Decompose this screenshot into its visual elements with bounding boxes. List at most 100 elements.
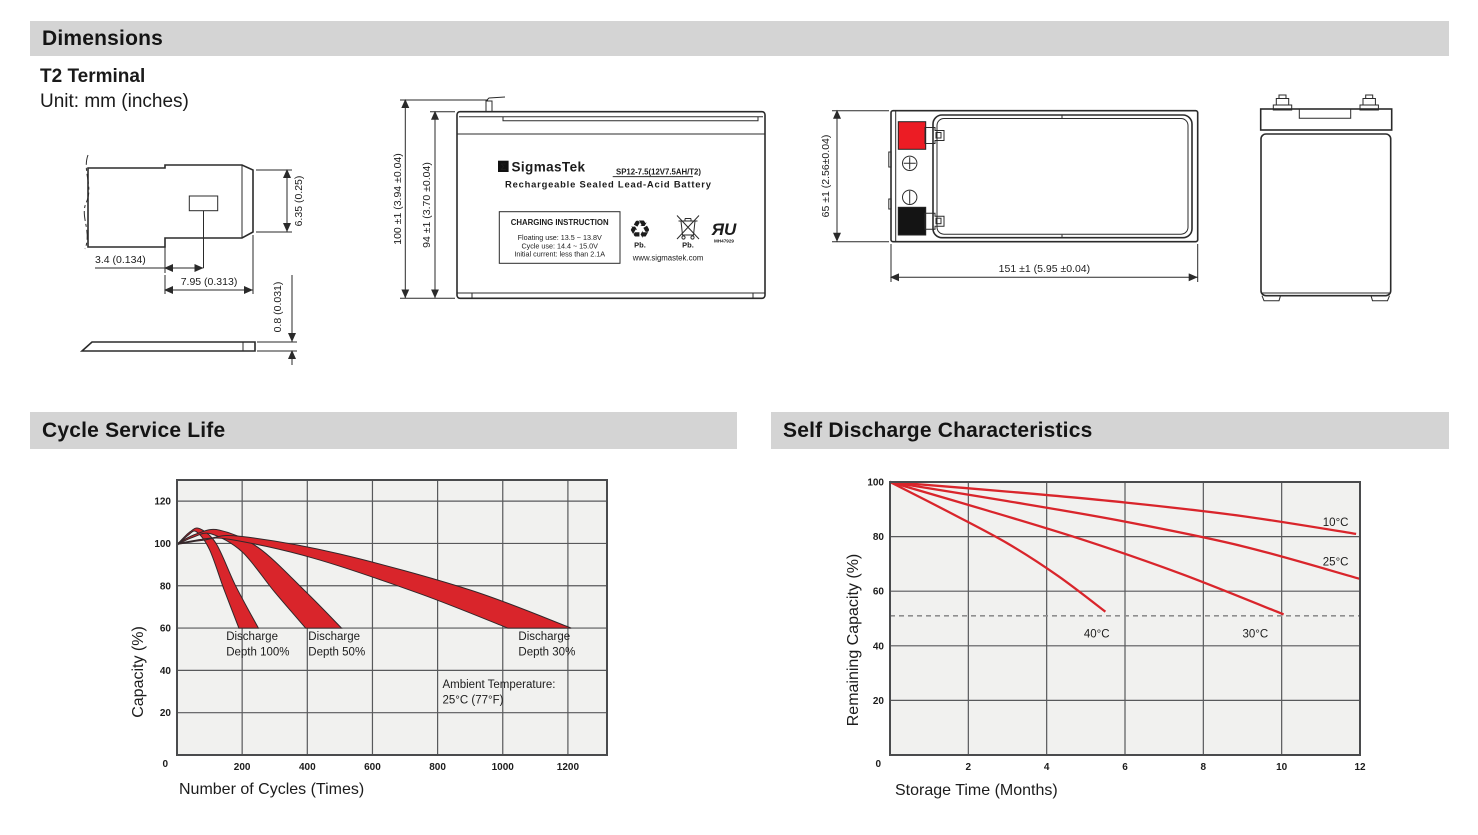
dim-label: 6.35 (0.25) — [293, 176, 305, 227]
tick-label: 40 — [873, 641, 885, 652]
series-band — [176, 534, 572, 629]
series-label: 30°C — [1243, 629, 1269, 641]
cycle-title: Cycle Service Life — [42, 418, 226, 442]
ul-code: MH47929 — [714, 239, 734, 244]
break-line — [83, 154, 90, 250]
tick-label: 20 — [160, 708, 172, 719]
y-axis-label: Remaining Capacity (%) — [845, 554, 862, 727]
terminal-detail-drawing: 3.4 (0.134) 7.95 (0.313) 6.35 (0.25) 0.8… — [79, 154, 305, 365]
series-line — [889, 480, 1107, 613]
end-feet — [1261, 295, 1390, 302]
tick-label: 600 — [364, 762, 381, 773]
battery-outline — [890, 109, 1199, 243]
tick-label: 8 — [1201, 762, 1207, 773]
positive-tab-hole — [935, 132, 942, 139]
case-top-slot — [502, 116, 759, 122]
edge-notch — [888, 151, 892, 168]
plot-border — [176, 479, 608, 756]
chart-annotation: Discharge Depth 50% — [308, 631, 365, 659]
positive-terminal — [897, 121, 927, 150]
screw-slot-icon — [902, 189, 918, 206]
origin-tick-label: 0 — [875, 759, 881, 770]
origin-tick-label: 0 — [162, 759, 168, 770]
tick-label: 400 — [299, 762, 316, 773]
cycle-service-life-chart: 20 40 60 80 100 120 200 400 600 800 1000 1200 0 Disch… — [130, 479, 608, 798]
dim-label: 100 ±1 (3.94 ±0.04) — [392, 153, 404, 245]
terminal-silhouette — [1272, 94, 1293, 111]
pb-recycle-label: Pb. — [634, 241, 646, 250]
x-axis-label: Storage Time (Months) — [895, 782, 1058, 799]
positive-tab — [924, 127, 945, 144]
unit-note: Unit: mm (inches) — [40, 91, 189, 112]
series-label: 40°C — [1084, 629, 1110, 641]
chart-annotation: Ambient Temperature: 25°C (77°F) — [442, 679, 555, 707]
terminal-tab-tip — [485, 96, 506, 102]
charging-line: Floating use: 13.5 ~ 13.8V — [518, 233, 602, 242]
dimensions-section-header: Dimensions — [30, 21, 1449, 56]
dim-label: 7.95 (0.313) — [181, 276, 238, 288]
self-discharge-title: Self Discharge Characteristics — [783, 418, 1093, 442]
battery-body — [932, 114, 1193, 239]
tick-label: 60 — [873, 587, 885, 598]
case-feet-ticks — [471, 293, 754, 299]
battery-top-view: 65 ±1 (2.56±0.04) 151 ±1 (5.95 ±0.04) — [820, 109, 1199, 282]
tick-label: 1000 — [492, 762, 515, 773]
cycle-section-header: Cycle Service Life — [30, 412, 737, 449]
dim-label: 151 ±1 (5.95 ±0.04) — [999, 263, 1091, 275]
terminal-body-outline — [87, 164, 254, 248]
charging-line: Cycle use: 14.4 ~ 15.0V — [521, 241, 598, 250]
tick-label: 120 — [154, 497, 171, 508]
brand-logo-icon — [498, 160, 509, 172]
chart-annotation: Discharge Depth 30% — [518, 631, 575, 659]
charging-instruction-box — [498, 211, 621, 264]
series-line — [889, 480, 1357, 536]
x-axis-label: Number of Cycles (Times) — [179, 781, 364, 798]
brand-name: SigmasTek — [512, 160, 586, 175]
dim-label: 3.4 (0.134) — [95, 254, 146, 266]
terminal-slot — [188, 195, 219, 212]
pb-trash-label: Pb. — [682, 241, 694, 250]
tick-label: 60 — [160, 624, 172, 635]
plot-border — [889, 481, 1361, 756]
edge-notch — [888, 198, 892, 210]
self-discharge-chart: 10°C 25°C 30°C 40°C 20 40 60 80 100 2 4 6 8 10 12 0 Stor… — [845, 478, 1366, 800]
end-cap — [1259, 108, 1393, 131]
tick-label: 100 — [154, 539, 171, 550]
screw-cross-icon — [902, 155, 918, 172]
battery-front-view: 100 ±1 (3.94 ±0.04) 94 ±1 (3.70 ±0.04) Σ… — [392, 96, 766, 300]
negative-tab-hole — [935, 217, 942, 225]
chart-annotation: Discharge Depth 100% — [226, 631, 289, 659]
series-label: 25°C — [1323, 556, 1349, 568]
series-band — [176, 527, 260, 629]
series-line — [889, 480, 1361, 581]
tick-label: 200 — [234, 762, 251, 773]
series-band — [176, 528, 343, 629]
tick-label: 10 — [1276, 762, 1288, 773]
battery-type-text: Rechargeable Sealed Lead-Acid Battery — [505, 178, 712, 189]
charging-line: Initial current: less than 2.1A — [514, 250, 605, 259]
model-number: SP12-7.5(12V7.5AH/T2) — [616, 167, 701, 176]
tick-label: 4 — [1044, 762, 1050, 773]
charging-title: CHARGING INSTRUCTION — [511, 218, 609, 227]
dim-label: 0.8 (0.031) — [272, 282, 284, 333]
tick-label: 800 — [429, 762, 446, 773]
trash-bin-icon — [676, 215, 700, 240]
battery-case — [456, 110, 766, 300]
tick-label: 2 — [966, 762, 972, 773]
series-line — [889, 480, 1285, 616]
battery-body-inner — [936, 118, 1189, 235]
negative-terminal — [897, 206, 927, 236]
terminal-silhouette — [1359, 94, 1379, 111]
recycle-icon: ♻ — [629, 216, 651, 244]
t2-terminal-title: T2 Terminal — [40, 66, 146, 87]
end-cap-slot — [1298, 109, 1352, 119]
dimensions-title: Dimensions — [42, 26, 164, 50]
tick-label: 20 — [873, 696, 885, 707]
end-body — [1260, 133, 1392, 297]
y-axis-label: Capacity (%) — [130, 626, 147, 718]
ul-logo-icon: ЯU — [711, 220, 737, 239]
brand-logo-glyph: Σ — [500, 162, 506, 173]
terminal-plate — [79, 341, 256, 352]
tick-label: 1200 — [557, 762, 580, 773]
